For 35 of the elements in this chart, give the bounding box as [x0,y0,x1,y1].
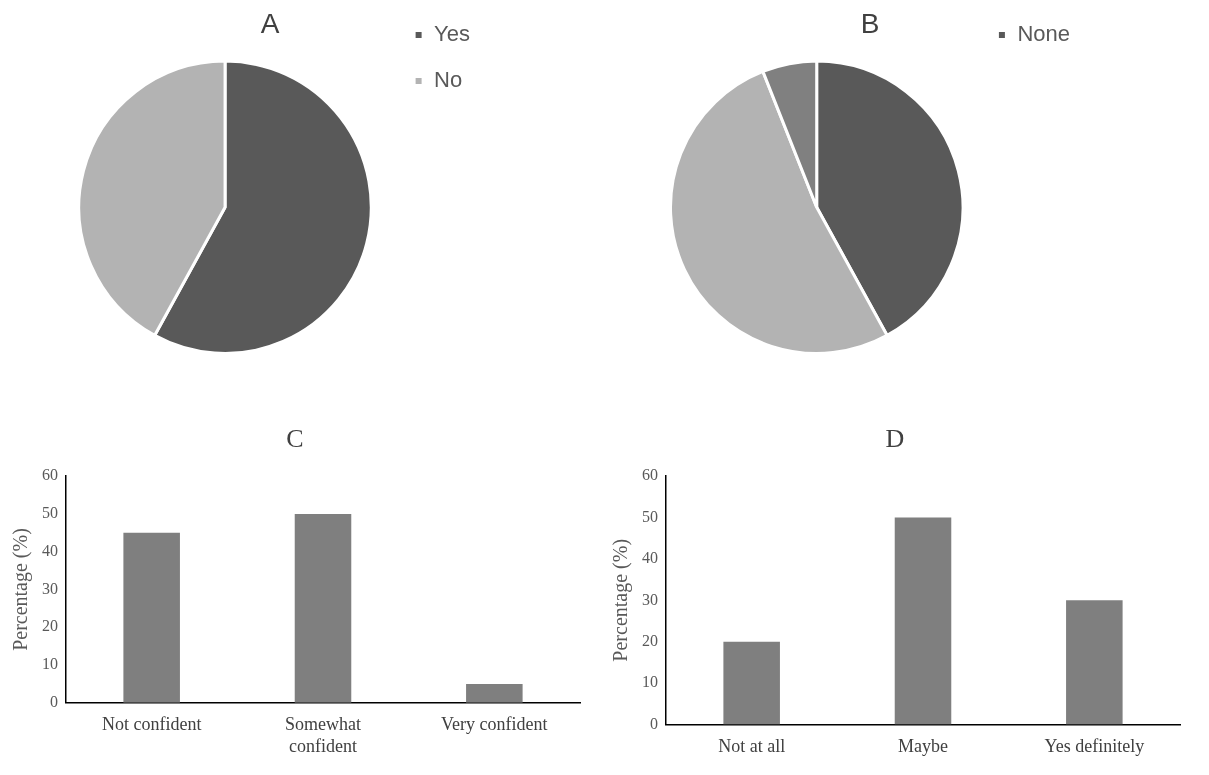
y-axis-title: Percentage (%) [609,538,633,662]
legend-label: Yes [434,21,470,47]
bar [294,513,352,703]
y-tick-label: 10 [42,655,58,673]
y-tick-label: 60 [42,466,58,484]
chart-title: D [885,424,905,454]
bar [723,641,780,725]
y-tick-label: 10 [642,673,658,691]
y-tick-label: 0 [50,693,58,710]
y-tick-label: 30 [642,590,658,608]
y-tick-label: 20 [642,631,658,649]
y-tick-label: 20 [42,617,58,635]
chart-title: A [260,7,280,39]
legend-label: No [434,67,463,93]
y-tick-label: 60 [642,466,658,484]
x-tick-label: Not at all [718,735,786,756]
y-tick-label: 30 [42,579,58,597]
y-tick-label: 50 [42,504,58,522]
y-tick-label: 40 [42,541,58,559]
y-axis-title: Percentage (%) [9,528,33,651]
x-tick-label: Very confident [441,714,548,735]
bar [466,683,523,703]
x-tick-label: Maybe [898,735,948,756]
x-tick-label: Somewhat confident [285,714,361,756]
y-tick-label: 0 [650,714,658,732]
x-tick-label: Yes definitely [1044,735,1145,756]
bar [894,517,952,725]
legend-label: None [1017,21,1070,47]
x-tick-label: Not confident [101,714,202,735]
bar [123,532,180,703]
bar [1066,600,1123,725]
chart-title: C [286,424,304,454]
chart-title: B [860,7,880,39]
y-tick-label: 40 [642,549,658,567]
y-tick-label: 50 [642,507,658,525]
